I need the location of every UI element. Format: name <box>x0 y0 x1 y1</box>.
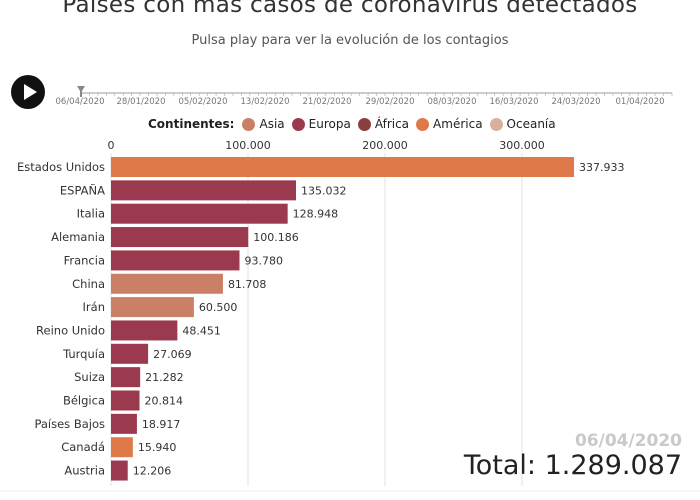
bar <box>111 413 137 434</box>
legend-label: África <box>374 117 410 131</box>
bar <box>111 203 288 224</box>
legend-swatch <box>357 117 371 131</box>
bar <box>111 320 178 341</box>
value-label: 135.032 <box>301 184 347 197</box>
timeline-handle[interactable] <box>77 86 85 97</box>
legend-label: América <box>433 117 483 131</box>
timeline-label: 13/02/2020 <box>240 97 290 107</box>
chart-subtitle: Pulsa play para ver la evolución de los … <box>191 33 509 48</box>
value-label: 48.451 <box>182 324 221 337</box>
value-label: 12.206 <box>133 465 172 478</box>
bar <box>111 460 128 481</box>
bar <box>111 343 149 364</box>
legend-title: Continentes: <box>148 117 235 131</box>
category-label: Estados Unidos <box>17 160 105 174</box>
value-label: 21.282 <box>145 371 184 384</box>
legend-item[interactable]: Europa <box>291 117 351 131</box>
x-tick-label: 300.000 <box>499 139 545 152</box>
category-label: Suiza <box>74 370 105 384</box>
bar <box>111 437 133 458</box>
play-icon <box>24 84 37 100</box>
bar <box>111 367 141 388</box>
legend: Continentes: Asia Europa África América Ocea… <box>148 115 563 133</box>
current-date: 06/04/2020 <box>574 431 682 451</box>
legend-swatch <box>489 117 503 131</box>
bar <box>111 390 140 411</box>
category-label: Países Bajos <box>34 417 105 431</box>
category-label: Italia <box>77 207 105 221</box>
legend-swatch <box>242 117 256 131</box>
timeline-label: 05/02/2020 <box>178 97 228 107</box>
bar <box>111 297 194 318</box>
value-label: 18.917 <box>142 418 181 431</box>
legend-item[interactable]: Asia <box>242 117 285 131</box>
category-label: Alemania <box>51 230 105 244</box>
legend-label: Europa <box>308 117 351 131</box>
x-tick-label: 0 <box>108 139 115 152</box>
bar <box>111 250 240 271</box>
value-label: 128.948 <box>293 208 339 221</box>
bar <box>111 180 296 201</box>
timeline-label: 29/02/2020 <box>365 97 415 107</box>
legend-swatch <box>291 117 305 131</box>
value-label: 15.940 <box>138 441 177 454</box>
category-label: Francia <box>64 253 105 267</box>
value-label: 337.933 <box>579 161 625 174</box>
bar <box>111 157 574 177</box>
timeline-label: 21/02/2020 <box>302 97 352 107</box>
value-label: 100.186 <box>253 231 299 244</box>
value-label: 27.069 <box>153 348 192 361</box>
timeline-label: 28/01/2020 <box>116 97 166 107</box>
category-label: China <box>72 277 105 291</box>
category-label: Bélgica <box>63 394 105 408</box>
timeline-label: 16/03/2020 <box>489 97 539 107</box>
timeline-label: 08/03/2020 <box>427 97 477 107</box>
value-label: 20.814 <box>145 395 184 408</box>
x-tick-label: 200.000 <box>362 139 408 152</box>
category-label: Turquía <box>62 347 105 361</box>
value-label: 60.500 <box>199 301 238 314</box>
value-label: 81.708 <box>228 278 266 291</box>
legend-item[interactable]: África <box>357 117 410 131</box>
category-label: Irán <box>83 300 105 314</box>
category-label: ESPAÑA <box>60 182 105 197</box>
category-label: Austria <box>64 464 105 478</box>
legend-items: Asia Europa África América Oceanía <box>242 117 562 131</box>
total-count: Total: 1.289.087 <box>463 450 682 481</box>
x-tick-label: 100.000 <box>225 139 271 152</box>
timeline-label: 06/04/2020 <box>55 97 105 107</box>
legend-swatch <box>416 117 430 131</box>
legend-item[interactable]: América <box>416 117 483 131</box>
value-label: 93.780 <box>244 254 283 267</box>
bar <box>111 227 249 248</box>
timeline-label: 01/04/2020 <box>615 97 665 107</box>
timeline-label: 24/03/2020 <box>551 97 601 107</box>
bar <box>111 273 223 294</box>
category-label: Reino Unido <box>36 323 105 337</box>
legend-item[interactable]: Oceanía <box>489 117 556 131</box>
chart-title: Países con más casos de coronavirus dete… <box>62 0 638 18</box>
legend-label: Asia <box>259 117 285 131</box>
category-label: Canadá <box>61 440 105 454</box>
legend-label: Oceanía <box>506 117 556 131</box>
play-button[interactable] <box>11 75 45 109</box>
